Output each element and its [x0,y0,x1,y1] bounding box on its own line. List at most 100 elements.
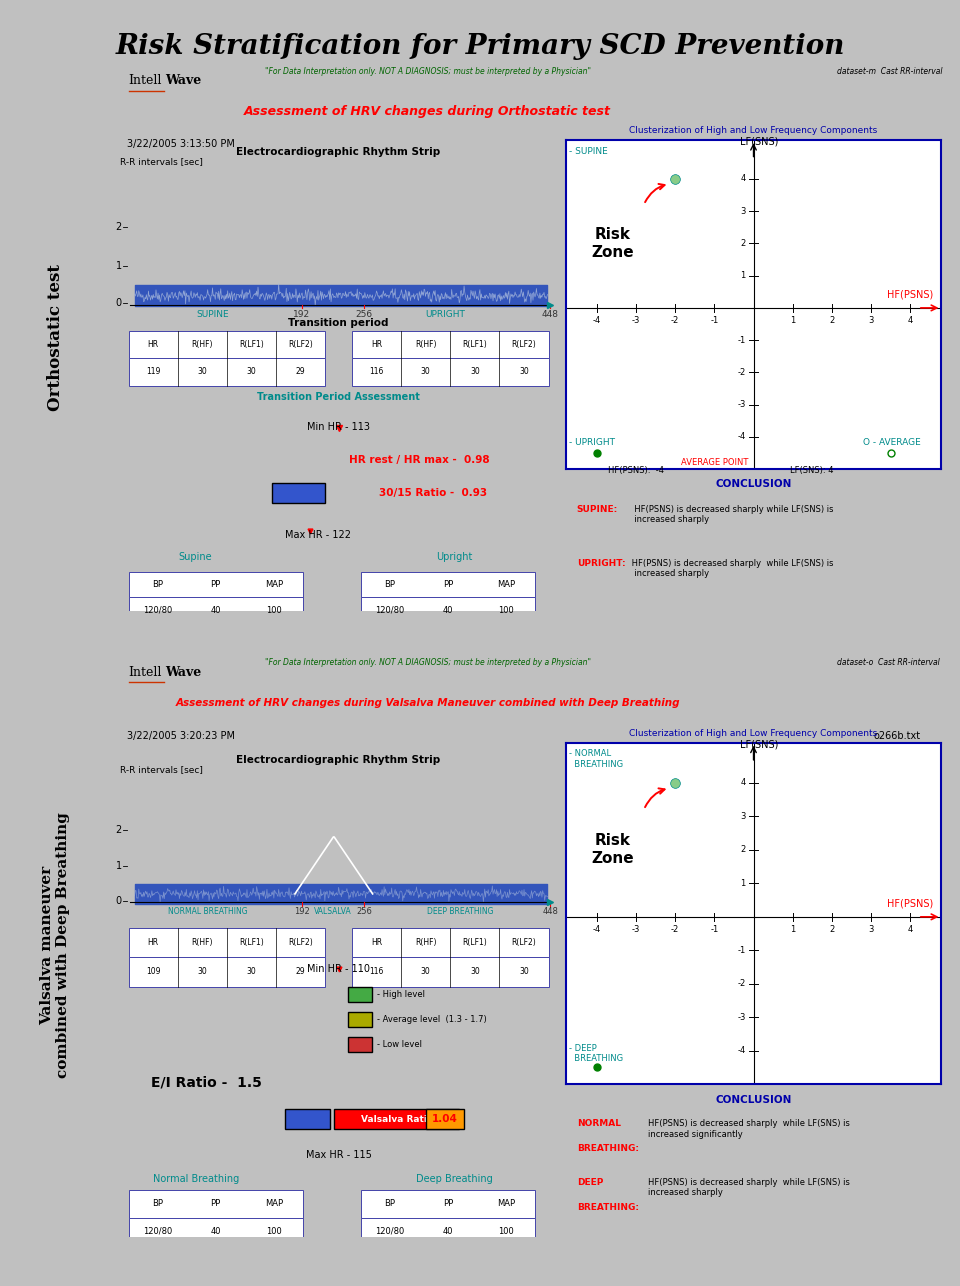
Text: R(LF1): R(LF1) [239,939,264,948]
Text: Assessment of HRV changes during Valsalva Maneuver combined with Deep Breathing: Assessment of HRV changes during Valsalv… [176,698,680,707]
Text: 0: 0 [116,896,122,907]
Text: Supine: Supine [179,552,212,562]
Text: Min HR - 110: Min HR - 110 [307,964,371,974]
Text: PP: PP [443,1200,453,1209]
Text: 4: 4 [907,316,913,325]
Text: 1: 1 [790,925,795,934]
Text: NORMAL BREATHING: NORMAL BREATHING [168,907,248,916]
Text: 120/80: 120/80 [375,606,404,615]
Text: Risk
Zone: Risk Zone [591,833,634,865]
Text: Min HR - 113: Min HR - 113 [307,422,371,432]
FancyArrowPatch shape [645,788,664,808]
Text: -4: -4 [737,432,746,441]
Text: dataset-m  Cast RR-interval: dataset-m Cast RR-interval [837,67,943,76]
Text: BP: BP [152,580,163,589]
Text: R-R intervals [sec]: R-R intervals [sec] [120,157,203,166]
Text: 1: 1 [116,261,122,271]
Text: "For Data Interpretation only. NOT A DIAGNOSIS; must be interpreted by a Physici: "For Data Interpretation only. NOT A DIA… [265,67,590,76]
Text: HF(PSNS):  -4: HF(PSNS): -4 [608,466,664,475]
Text: m270a.txt: m270a.txt [870,139,921,149]
Text: HR: HR [371,341,382,350]
FancyBboxPatch shape [129,1191,302,1218]
Text: CONCLUSION: CONCLUSION [715,478,792,489]
Text: HF(PSNS) is decreased sharply  while LF(SNS) is
increased sharply: HF(PSNS) is decreased sharply while LF(S… [648,1178,851,1197]
Text: MAP: MAP [265,580,283,589]
Text: HF(PSNS) is decreased sharply  while LF(SNS) is
increased significantly: HF(PSNS) is decreased sharply while LF(S… [648,1120,851,1139]
FancyArrowPatch shape [645,184,664,202]
Text: 116: 116 [370,967,384,976]
FancyBboxPatch shape [361,1191,536,1218]
Text: 2: 2 [116,826,122,836]
Text: 40: 40 [443,606,453,615]
Text: Risk Stratification for Primary SCD Prevention: Risk Stratification for Primary SCD Prev… [115,33,845,60]
Text: R-R intervals [sec]: R-R intervals [sec] [120,765,203,774]
Text: 40: 40 [443,1227,453,1236]
Text: HF(PSNS) is decreased sharply  while LF(SNS) is
  increased sharply: HF(PSNS) is decreased sharply while LF(S… [630,559,834,579]
Text: 2: 2 [116,222,122,233]
FancyBboxPatch shape [334,1110,459,1129]
Text: 3: 3 [740,811,746,820]
Text: 120/80: 120/80 [143,1227,172,1236]
Text: O - AVERAGE: O - AVERAGE [863,437,921,446]
Text: 100: 100 [498,1227,514,1236]
Text: LF(SNS): LF(SNS) [740,739,779,750]
Text: R(HF): R(HF) [415,341,437,350]
Text: -2: -2 [737,979,746,988]
Text: R(LF2): R(LF2) [288,939,313,948]
FancyBboxPatch shape [352,332,548,359]
Text: AVERAGE POINT: AVERAGE POINT [681,458,748,467]
Text: - DEEP
  BREATHING: - DEEP BREATHING [569,1044,624,1064]
Text: SUPINE: SUPINE [196,310,228,319]
Text: R(LF1): R(LF1) [463,939,488,948]
Text: 3: 3 [868,925,874,934]
Text: 40: 40 [210,606,221,615]
Text: Valsalva maneuver
combined with Deep Breathing: Valsalva maneuver combined with Deep Bre… [40,813,70,1078]
Text: 256: 256 [355,310,372,319]
FancyBboxPatch shape [361,1218,536,1245]
Text: 30: 30 [519,368,529,377]
Text: -2: -2 [671,316,680,325]
Text: 30: 30 [198,368,207,377]
Text: 100: 100 [498,606,514,615]
Text: Max HR - 115: Max HR - 115 [305,1150,372,1160]
Text: 30: 30 [247,967,256,976]
Text: 1: 1 [740,271,746,280]
Text: 116: 116 [370,368,384,377]
Text: 120/80: 120/80 [375,1227,404,1236]
Text: -1: -1 [737,336,746,345]
Text: BREATHING:: BREATHING: [577,1202,638,1211]
Text: MAP: MAP [497,1200,516,1209]
FancyBboxPatch shape [348,986,372,1002]
Text: - NORMAL
  BREATHING: - NORMAL BREATHING [569,750,624,769]
Text: 100: 100 [266,606,281,615]
Text: -2: -2 [737,368,746,377]
Text: 4: 4 [740,175,746,184]
Text: Intell: Intell [129,666,162,679]
Text: R(LF2): R(LF2) [288,341,313,350]
Text: VALSALVA: VALSALVA [314,907,351,916]
Text: Risk
Zone: Risk Zone [591,228,634,260]
Text: 40: 40 [210,1227,221,1236]
Text: UPRIGHT: UPRIGHT [425,310,466,319]
Text: -3: -3 [737,1013,746,1022]
Text: DEEP: DEEP [577,1178,603,1187]
Text: - UPRIGHT: - UPRIGHT [569,437,615,446]
Text: DEEP BREATHING: DEEP BREATHING [427,907,493,916]
Text: Wave: Wave [165,75,201,87]
Text: Electrocardiographic Rhythm Strip: Electrocardiographic Rhythm Strip [236,755,441,765]
Text: -3: -3 [632,316,640,325]
Text: Orthostatic test: Orthostatic test [47,264,63,412]
FancyBboxPatch shape [285,1110,329,1129]
FancyBboxPatch shape [129,928,325,957]
FancyBboxPatch shape [129,1218,302,1245]
Text: 256: 256 [356,907,372,916]
Text: 29: 29 [296,368,305,377]
Text: 30: 30 [420,368,431,377]
FancyBboxPatch shape [129,597,302,622]
Text: BP: BP [385,580,396,589]
Text: - Average level  (1.3 - 1.7): - Average level (1.3 - 1.7) [376,1015,487,1024]
FancyBboxPatch shape [272,484,325,503]
Text: Clusterization of High and Low Frequency Components: Clusterization of High and Low Frequency… [630,126,877,135]
Text: HR: HR [371,939,382,948]
Text: -2: -2 [671,925,680,934]
